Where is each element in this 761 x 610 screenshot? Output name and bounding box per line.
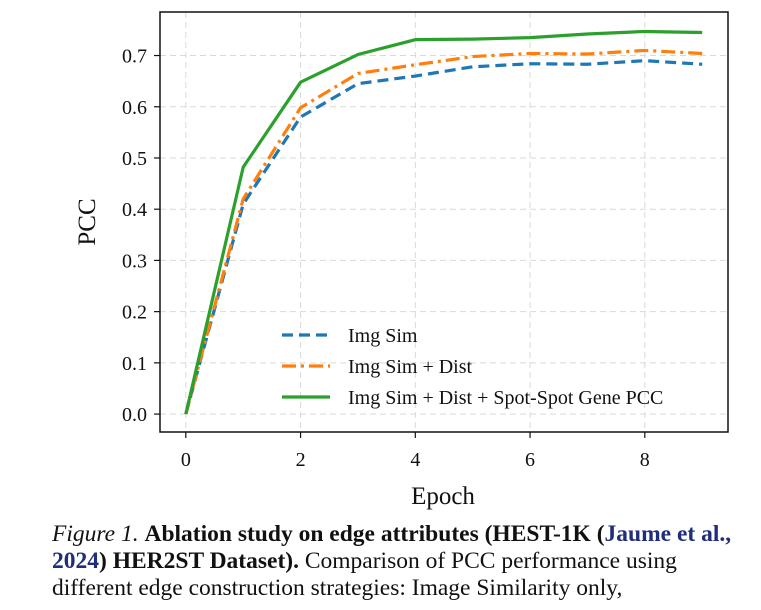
x-tick-label: 2: [296, 449, 306, 471]
caption-title-b: ) HER2ST Dataset).: [99, 548, 299, 574]
legend-label-3: Img Sim + Dist + Spot-Spot Gene PCC: [348, 387, 663, 409]
y-tick-label: 0.4: [122, 199, 147, 221]
x-tick-label: 0: [181, 449, 191, 471]
y-tick-label: 0.2: [122, 302, 147, 324]
legend-label-2: Img Sim + Dist: [348, 356, 473, 378]
figure-caption: Figure 1. Ablation study on edge attribu…: [52, 521, 758, 602]
caption-body: Comparison of PCC performance using diff…: [52, 548, 677, 601]
series-line-3: [184, 29, 703, 415]
x-tick-label: 4: [410, 449, 420, 471]
line-chart: 0 2 4 6 80.00.10.20.30.40.50.60.7 Img SimImg…: [74, 11, 729, 510]
citation-link[interactable]: Jaume et al., 2024: [52, 521, 732, 574]
legend-label-1: Img Sim: [348, 325, 418, 347]
grid-lines: [160, 12, 728, 432]
caption-title-a: Ablation study on edge attributes (HEST-…: [144, 521, 605, 547]
x-tick-label: 6: [525, 449, 535, 471]
series-line-1: [184, 59, 703, 415]
y-tick-label: 0.6: [122, 97, 147, 119]
axis-ticks: 0 2 4 6 8 0.0 0.1 0.2 0.3 0.4 0.5 0.6 0.7: [122, 46, 650, 471]
y-tick-label: 0.5: [122, 148, 147, 170]
y-tick-label: 0.3: [122, 250, 147, 272]
y-axis-label: PCC: [74, 198, 101, 245]
x-tick-label: 8: [640, 449, 650, 471]
series-lines: [184, 29, 703, 415]
legend: Img Sim Img Sim + Dist Img Sim + Dist + Sp…: [282, 325, 663, 409]
figure-label: Figure 1.: [52, 521, 139, 547]
x-axis-label: Epoch: [411, 483, 475, 510]
plot-frame: [159, 11, 729, 433]
y-tick-label: 0.1: [122, 353, 147, 375]
series-line-2: [184, 48, 703, 415]
y-tick-label: 0.7: [122, 46, 147, 68]
y-tick-label: 0.0: [122, 404, 147, 426]
